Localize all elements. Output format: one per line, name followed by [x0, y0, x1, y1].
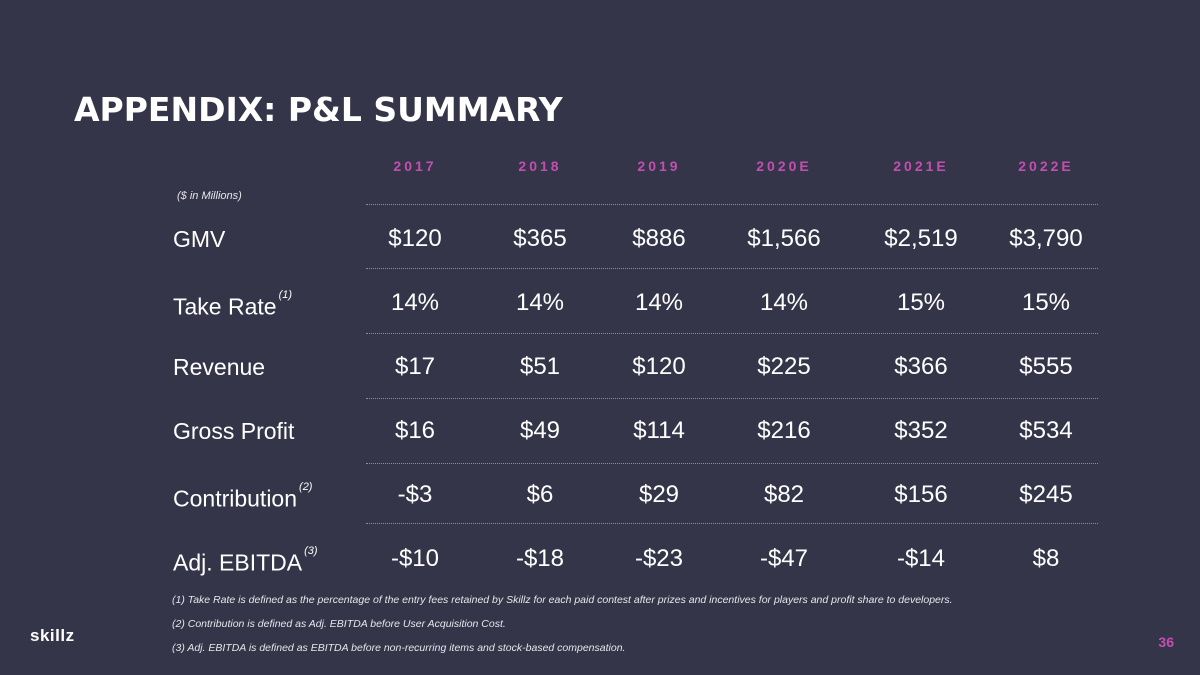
table-cell: $114	[633, 417, 685, 444]
footnote-2: (2) Contribution is defined as Adj. EBIT…	[172, 618, 506, 630]
table-cell: $51	[519, 353, 561, 380]
table-cell: $352	[894, 417, 948, 444]
row-label-take-rate: Take Rate (1)	[173, 289, 293, 320]
table-cell: 15%	[1021, 289, 1071, 316]
table-cell: $245	[1019, 481, 1073, 508]
table-cell: $17	[394, 353, 436, 380]
table-cell: $534	[1019, 417, 1073, 444]
column-header-2017: 2017	[393, 158, 437, 174]
row-label-gross-profit: Gross Profit	[173, 418, 295, 444]
table-cell: -$47	[759, 545, 809, 572]
table-cell: 14%	[515, 289, 565, 316]
column-header-2018: 2018	[518, 158, 562, 174]
row-label-revenue: Revenue	[173, 354, 266, 380]
skillz-logo: skillz	[30, 626, 75, 645]
table-cell: $29	[638, 481, 680, 508]
footnote-marker: (3)	[304, 545, 318, 557]
table-cell: $8	[1032, 545, 1060, 572]
table-cell: $555	[1019, 353, 1073, 380]
column-header-2021e: 2021E	[893, 158, 949, 174]
table-cell: $120	[632, 353, 686, 380]
footnote-1: (1) Take Rate is defined as the percenta…	[172, 594, 953, 606]
row-label-gmv: GMV	[173, 226, 226, 252]
table-cell: $120	[388, 225, 442, 252]
table-cell: $156	[894, 481, 948, 508]
table-cell: $1,566	[747, 225, 821, 252]
table-cell: $365	[513, 225, 567, 252]
footnote-marker: (2)	[299, 481, 313, 493]
column-header-2022e: 2022E	[1018, 158, 1074, 174]
table-cell: -$3	[397, 481, 433, 508]
row-divider	[366, 204, 1098, 205]
column-header-2019: 2019	[637, 158, 681, 174]
table-cell: -$14	[896, 545, 946, 572]
table-cell: -$10	[390, 545, 440, 572]
table-cell: $225	[757, 353, 811, 380]
table-cell: $16	[394, 417, 436, 444]
row-divider	[366, 268, 1098, 269]
row-label-adj-ebitda: Adj. EBITDA (3)	[173, 545, 318, 576]
table-cell: 14%	[759, 289, 809, 316]
row-divider	[366, 463, 1098, 464]
row-divider	[366, 333, 1098, 334]
row-divider	[366, 523, 1098, 524]
table-cell: $2,519	[884, 225, 958, 252]
table-cell: $6	[526, 481, 554, 508]
page-number: 36	[1158, 634, 1174, 650]
footnote-3: (3) Adj. EBITDA is defined as EBITDA bef…	[172, 642, 626, 654]
table-cell: -$23	[634, 545, 684, 572]
footnote-marker: (1)	[278, 289, 293, 301]
row-label-contribution: Contribution (2)	[173, 481, 313, 512]
table-cell: $886	[632, 225, 686, 252]
table-cell: -$18	[515, 545, 565, 572]
table-cell: 15%	[896, 289, 946, 316]
table-cell: $366	[894, 353, 948, 380]
table-cell: $49	[519, 417, 561, 444]
row-divider	[366, 398, 1098, 399]
table-cell: 14%	[390, 289, 440, 316]
table-cell: $216	[757, 417, 811, 444]
table-cell: 14%	[634, 289, 684, 316]
units-label: ($ in Millions)	[177, 190, 242, 202]
table-cell: $3,790	[1009, 225, 1083, 252]
page-title: APPENDIX: P&L SUMMARY	[74, 90, 563, 129]
table-cell: $82	[763, 481, 805, 508]
column-header-2020e: 2020E	[756, 158, 812, 174]
